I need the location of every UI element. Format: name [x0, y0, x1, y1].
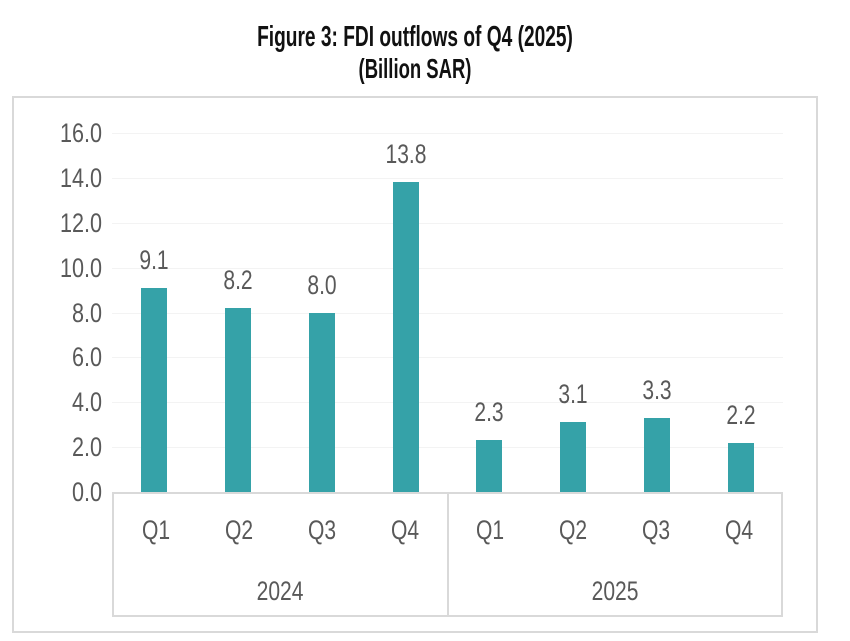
quarter-label-text: Q4	[390, 515, 419, 545]
bar-value-label: 8.0	[307, 269, 337, 300]
year-label-2025: 2025	[591, 575, 639, 606]
bar-value-label: 3.3	[642, 374, 672, 405]
quarter-label-text: Q1	[476, 515, 505, 545]
quarter-label-q4-2025: Q4	[698, 515, 781, 545]
y-axis-tick-label: 10.0	[59, 252, 102, 283]
quarter-label-q2-2024: Q2	[197, 515, 280, 545]
quarter-label-text: Q3	[307, 515, 336, 545]
bar-q2-2024	[224, 308, 251, 492]
bar-value-label: 3.1	[558, 379, 588, 410]
bar-q3-2025	[644, 417, 671, 492]
bar-q1-2025	[476, 440, 503, 492]
year-label-row: 2024	[114, 566, 447, 615]
quarter-label-text: Q2	[559, 515, 588, 545]
bar-value-label: 2.2	[726, 399, 756, 430]
quarter-label-text: Q2	[224, 515, 253, 545]
bar-q1-2024	[140, 287, 167, 492]
quarter-label-q1-2025: Q1	[449, 515, 532, 545]
bar-q2-2025	[560, 422, 587, 492]
plot-area: 9.1 8.2 8.0 13.8 2.3 3.1 3.3 2.2	[112, 98, 783, 492]
quarter-label-text: Q3	[642, 515, 671, 545]
y-axis-tick-label: 4.0	[71, 387, 102, 418]
year-label-row: 2025	[449, 566, 782, 615]
gridline	[112, 222, 783, 224]
chart-title: Figure 3: FDI outflows of Q4 (2025) (Bil…	[12, 22, 818, 84]
y-axis-tick-label: 6.0	[71, 342, 102, 373]
gridline	[112, 357, 783, 359]
gridline	[112, 267, 783, 269]
quarter-label-q3-2025: Q3	[615, 515, 698, 545]
quarter-label-row: Q1 Q2 Q3 Q4	[449, 494, 782, 566]
y-axis-tick-label: 16.0	[59, 118, 102, 148]
gridline	[112, 402, 783, 404]
bar-value-label: 9.1	[139, 244, 169, 275]
chart-frame: 0.0 2.0 4.0 6.0 8.0 10.0 12.0 14.0 16.0 9.1 8.2 8.…	[12, 96, 818, 633]
y-axis-tick-label: 14.0	[59, 162, 102, 193]
bar-q3-2024	[308, 312, 335, 492]
y-axis-tick-label: 12.0	[59, 207, 102, 238]
gridline	[112, 177, 783, 179]
gridline	[112, 312, 783, 314]
y-axis-tick-label: 8.0	[71, 297, 102, 328]
quarter-label-text: Q4	[725, 515, 754, 545]
bar-value-label: 13.8	[385, 139, 427, 170]
y-axis-tick-label: 0.0	[71, 477, 102, 507]
gridline	[112, 447, 783, 449]
quarter-label-q4-2024: Q4	[363, 515, 446, 545]
y-axis: 0.0 2.0 4.0 6.0 8.0 10.0 12.0 14.0 16.0	[14, 98, 102, 507]
quarter-label-q1-2024: Q1	[114, 515, 197, 545]
bar-q4-2024	[392, 182, 419, 492]
gridline	[112, 133, 783, 134]
category-group-2024: Q1 Q2 Q3 Q4 2024	[114, 494, 447, 615]
bar-value-label: 2.3	[474, 397, 505, 428]
chart-title-line1: Figure 3: FDI outflows of Q4 (2025)	[257, 21, 573, 53]
year-label-2024: 2024	[256, 575, 304, 606]
category-group-2025: Q1 Q2 Q3 Q4 2025	[446, 494, 782, 615]
quarter-label-row: Q1 Q2 Q3 Q4	[114, 494, 447, 566]
bar-value-label: 8.2	[223, 265, 253, 296]
category-axis: Q1 Q2 Q3 Q4 2024 Q1 Q2 Q3 Q4 2025	[112, 492, 783, 617]
quarter-label-text: Q1	[141, 515, 170, 545]
quarter-label-q3-2024: Q3	[280, 515, 363, 545]
chart-title-line2: (Billion SAR)	[358, 53, 472, 84]
bar-q4-2025	[728, 442, 755, 492]
y-axis-tick-label: 2.0	[71, 432, 102, 463]
quarter-label-q2-2025: Q2	[532, 515, 615, 545]
